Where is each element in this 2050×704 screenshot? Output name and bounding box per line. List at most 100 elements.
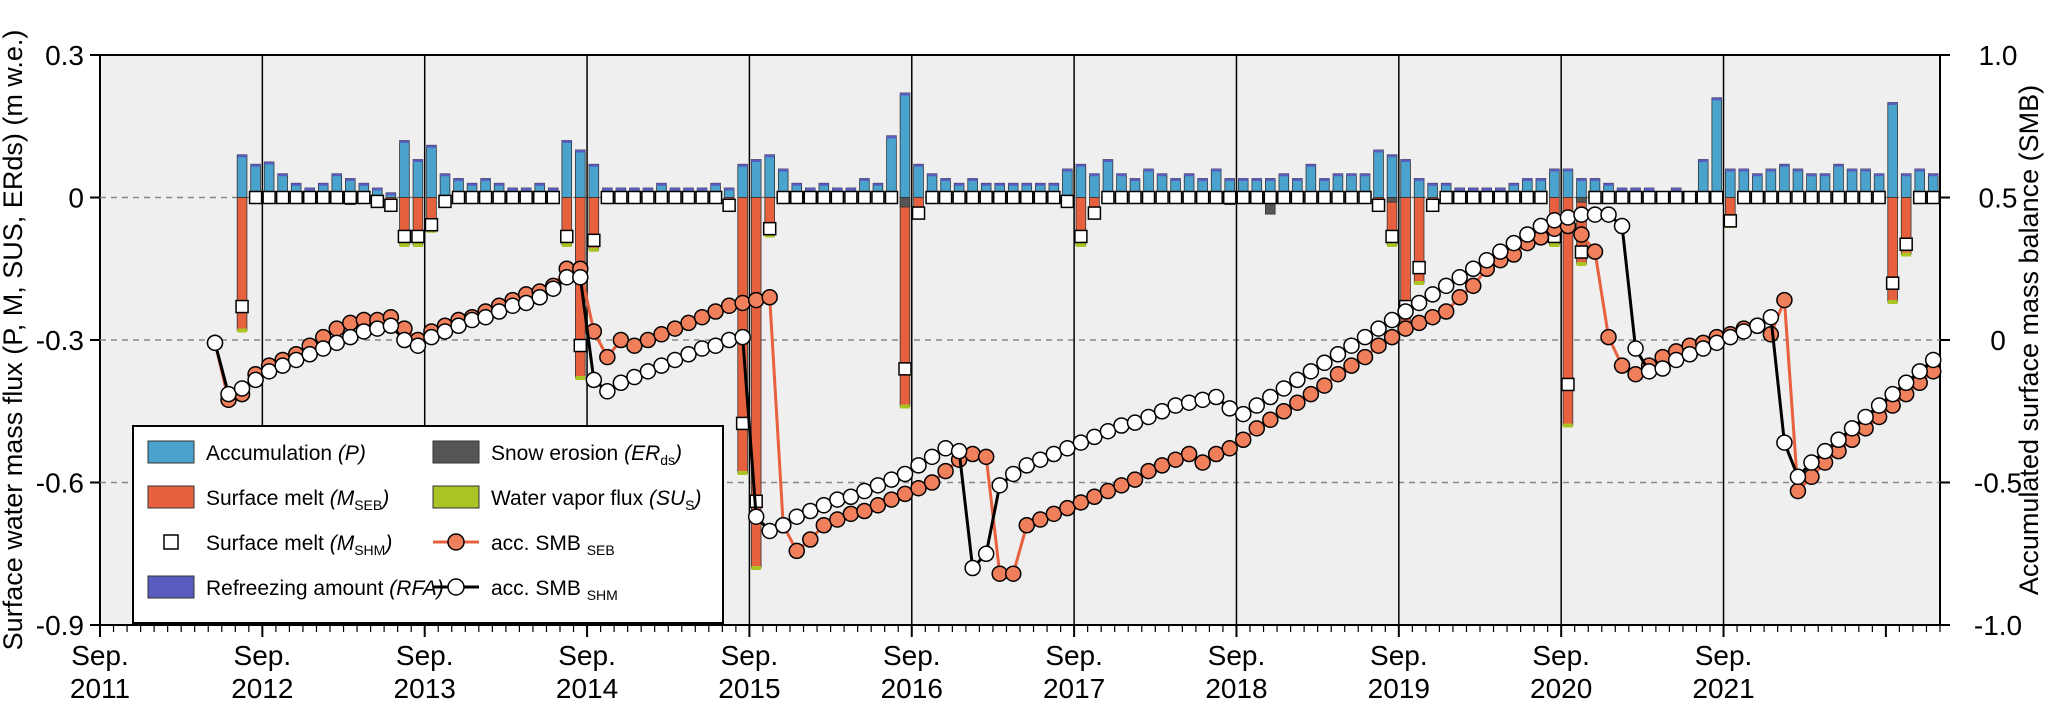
refreezing-bar xyxy=(629,188,640,191)
shm-melt-square xyxy=(587,233,601,248)
smb-shm-point xyxy=(1234,405,1252,423)
shm-melt-square xyxy=(1682,190,1697,205)
shm-melt-square xyxy=(519,190,533,205)
refreezing-bar xyxy=(1644,188,1654,191)
refreezing-bar xyxy=(291,183,302,186)
smb-seb-point xyxy=(896,485,914,503)
refreezing-bar xyxy=(818,183,829,186)
refreezing-bar xyxy=(386,192,396,196)
vapor-flux-bar xyxy=(1549,243,1560,247)
smb-shm-point xyxy=(1667,351,1685,369)
smb-seb-point xyxy=(788,542,806,560)
shm-melt-square xyxy=(708,190,723,205)
smb-shm-point xyxy=(1924,351,1942,369)
smb-shm-point xyxy=(653,357,670,374)
smb-shm-point xyxy=(1316,354,1333,372)
legend: Accumulation (P) Snow erosion (ERds) Surfa… xyxy=(132,425,724,624)
legend-label: Water vapor flux (SUS) xyxy=(491,487,701,513)
smb-shm-point xyxy=(477,308,494,326)
refreezing-bar xyxy=(1306,164,1316,167)
smb-seb-point xyxy=(1451,289,1468,306)
refreezing-bar xyxy=(1928,173,1939,177)
smb-shm-point xyxy=(612,374,630,391)
smb-shm-point xyxy=(1586,206,1604,223)
refreezing-bar xyxy=(1495,188,1506,191)
smb-seb-point xyxy=(707,303,724,320)
smb-shm-point xyxy=(220,385,237,403)
refreezing-bar xyxy=(1157,173,1167,177)
smb-shm-point xyxy=(1397,303,1414,320)
smb-shm-point xyxy=(869,477,887,494)
shm-melt-square xyxy=(384,198,398,213)
refreezing-bar xyxy=(1536,178,1546,181)
refreezing-bar xyxy=(588,164,599,167)
y-right-tick-label: 0.5 xyxy=(1979,183,2018,214)
shm-melt-square xyxy=(1114,190,1129,205)
accumulation-bar xyxy=(750,159,762,198)
smb-shm-point xyxy=(1478,251,1496,269)
accumulation-bar xyxy=(899,92,911,198)
smb-shm-point xyxy=(1086,428,1103,446)
refreezing-bar xyxy=(1292,178,1303,181)
vapor-flux-bar xyxy=(575,376,586,380)
shm-melt-square xyxy=(302,190,317,205)
refreezing-bar xyxy=(1373,150,1384,153)
x-tick-label: Sep. xyxy=(1045,640,1103,671)
refreezing-bar xyxy=(1603,183,1614,186)
smb-seb-point xyxy=(734,294,751,312)
shm-melt-square xyxy=(1182,190,1196,205)
smb-shm-point xyxy=(774,517,792,534)
shm-melt-square xyxy=(627,190,642,205)
shm-melt-square xyxy=(1263,190,1278,205)
x-tick-label: Sep. xyxy=(1208,640,1266,671)
refreezing-bar xyxy=(534,183,545,186)
smb-seb-point xyxy=(1140,462,1157,480)
smb-shm-point xyxy=(1424,286,1441,303)
accumulation-bar xyxy=(913,163,924,198)
shm-melt-square xyxy=(925,190,939,205)
accumulation-bar xyxy=(1413,178,1425,198)
smb-shm-point xyxy=(517,294,535,312)
shm-melt-square xyxy=(1520,190,1535,205)
shm-melt-square xyxy=(1209,190,1223,205)
smb-shm-point xyxy=(572,269,589,286)
x-tick-label: Sep. xyxy=(721,640,779,671)
shm-melt-square xyxy=(695,190,709,205)
shm-melt-square xyxy=(1371,198,1386,213)
smb-shm-point xyxy=(802,502,819,520)
refreezing-bar xyxy=(277,173,288,177)
shm-melt-square xyxy=(546,190,560,205)
smb-seb-point xyxy=(869,497,887,514)
shm-melt-square xyxy=(776,190,790,205)
accumulation-bar xyxy=(1711,97,1723,198)
y-right-tick-label: -1.0 xyxy=(1974,610,2022,641)
accumulation-bar xyxy=(1400,159,1411,198)
accumulation-bar xyxy=(1887,102,1898,198)
shm-melt-square xyxy=(979,190,993,205)
refreezing-bar xyxy=(900,93,910,96)
refreezing-bar xyxy=(1035,183,1046,186)
shm-melt-square xyxy=(411,229,425,244)
y-left-tick-label: -0.6 xyxy=(36,468,84,499)
smb-shm-point xyxy=(815,497,833,514)
x-tick-label: Sep. xyxy=(558,640,616,671)
refreezing-bar xyxy=(1766,169,1776,172)
smb-shm-point xyxy=(1600,206,1617,223)
smb-seb-point xyxy=(977,448,995,466)
smb-shm-point xyxy=(1356,328,1374,346)
smb-shm-point xyxy=(1870,397,1888,414)
smb-shm-point xyxy=(1627,340,1644,357)
smb-seb-point xyxy=(1234,431,1252,448)
refreezing-bar xyxy=(1076,164,1086,167)
smb-shm-point xyxy=(829,491,846,508)
vapor-flux-bar xyxy=(588,247,599,252)
smb-shm-point xyxy=(1207,388,1225,406)
shm-melt-square xyxy=(1912,190,1927,205)
smb-shm-point xyxy=(1221,400,1238,417)
smb-shm-point xyxy=(247,371,264,389)
legend-swatch xyxy=(147,485,195,509)
shm-melt-square xyxy=(1655,190,1670,205)
shm-melt-square xyxy=(938,190,953,205)
x-tick-label: 2011 xyxy=(70,673,130,704)
smb-shm-point xyxy=(1640,363,1658,380)
